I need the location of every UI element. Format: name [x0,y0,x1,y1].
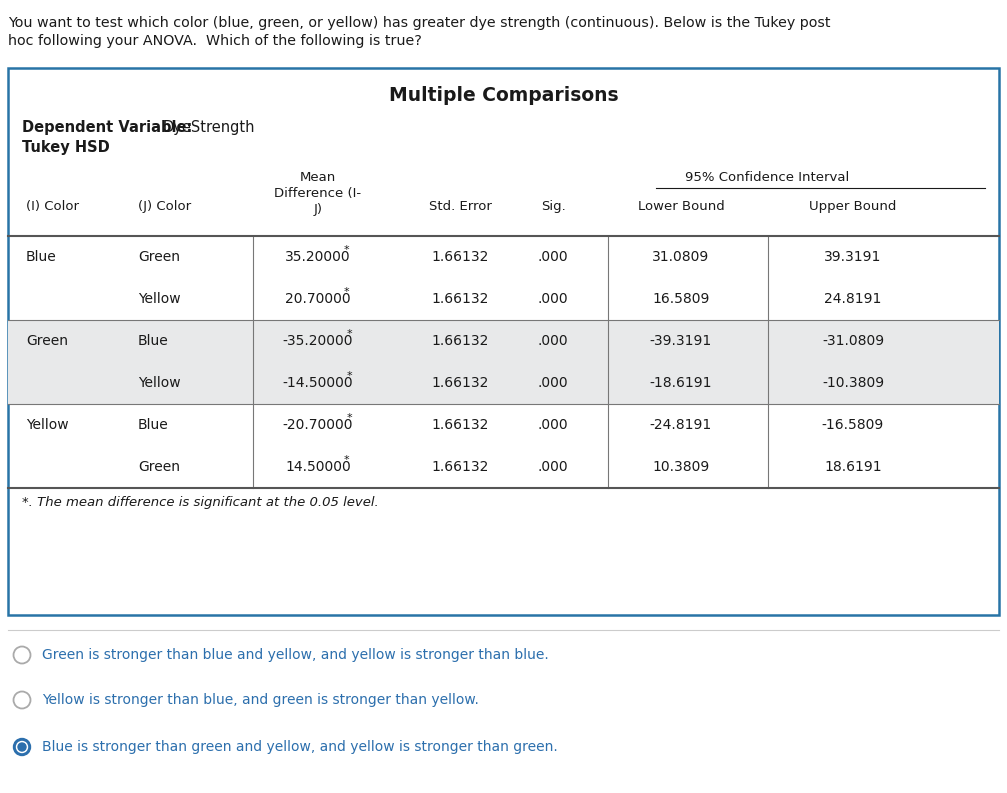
Text: -10.3809: -10.3809 [822,376,884,390]
Text: hoc following your ANOVA.  Which of the following is true?: hoc following your ANOVA. Which of the f… [8,34,422,48]
Text: Yellow: Yellow [138,376,180,390]
Text: Blue: Blue [138,334,169,348]
Text: Lower Bound: Lower Bound [637,200,724,213]
Text: -31.0809: -31.0809 [822,334,884,348]
Text: Yellow is stronger than blue, and green is stronger than yellow.: Yellow is stronger than blue, and green … [42,693,479,707]
Text: DyeStrength: DyeStrength [163,120,256,135]
Text: Green: Green [138,460,180,474]
Text: Green: Green [26,334,68,348]
Text: (I) Color: (I) Color [26,200,79,213]
Text: Yellow: Yellow [138,292,180,306]
Text: -39.3191: -39.3191 [650,334,712,348]
Text: 14.50000: 14.50000 [285,460,350,474]
Text: *: * [344,245,349,255]
Text: -35.20000: -35.20000 [283,334,353,348]
Text: 39.3191: 39.3191 [825,250,882,264]
Text: 35.20000: 35.20000 [285,250,350,264]
Text: *: * [344,455,349,465]
Circle shape [13,738,30,756]
Text: Tukey HSD: Tukey HSD [22,140,110,155]
Text: Mean
Difference (I-
J): Mean Difference (I- J) [275,171,362,216]
Text: *: * [344,287,349,297]
Text: 1.66132: 1.66132 [431,418,488,432]
Text: .000: .000 [538,376,568,390]
Bar [8,320,999,404]
Text: 1.66132: 1.66132 [431,250,488,264]
Text: -18.6191: -18.6191 [650,376,712,390]
Text: *. The mean difference is significant at the 0.05 level.: *. The mean difference is significant at… [22,496,379,509]
Text: Std. Error: Std. Error [429,200,491,213]
Text: You want to test which color (blue, green, or yellow) has greater dye strength (: You want to test which color (blue, gree… [8,16,831,30]
Text: 1.66132: 1.66132 [431,376,488,390]
Text: (J) Color: (J) Color [138,200,191,213]
Text: 1.66132: 1.66132 [431,292,488,306]
Bar [8,68,999,615]
Text: .000: .000 [538,334,568,348]
Text: Yellow: Yellow [26,418,68,432]
Text: Blue is stronger than green and yellow, and yellow is stronger than green.: Blue is stronger than green and yellow, … [42,740,558,754]
Text: *: * [346,413,352,423]
Text: *: * [346,371,352,381]
Text: Blue: Blue [26,250,56,264]
Text: Sig.: Sig. [541,200,565,213]
Text: -20.70000: -20.70000 [283,418,353,432]
Text: .000: .000 [538,418,568,432]
Text: -16.5809: -16.5809 [822,418,884,432]
Text: .000: .000 [538,250,568,264]
Text: -14.50000: -14.50000 [283,376,353,390]
Text: Blue: Blue [138,418,169,432]
Text: .000: .000 [538,460,568,474]
Text: Dependent Variable:: Dependent Variable: [22,120,192,135]
Text: Green is stronger than blue and yellow, and yellow is stronger than blue.: Green is stronger than blue and yellow, … [42,648,549,662]
Text: 1.66132: 1.66132 [431,460,488,474]
Circle shape [16,741,27,753]
Text: 16.5809: 16.5809 [653,292,710,306]
Text: 31.0809: 31.0809 [653,250,710,264]
Text: 18.6191: 18.6191 [824,460,882,474]
Circle shape [18,743,26,751]
Text: *: * [346,329,352,339]
Text: 95% Confidence Interval: 95% Confidence Interval [685,171,849,184]
Text: 10.3809: 10.3809 [653,460,710,474]
Text: 24.8191: 24.8191 [825,292,882,306]
Text: 1.66132: 1.66132 [431,334,488,348]
Text: Upper Bound: Upper Bound [810,200,896,213]
Text: Multiple Comparisons: Multiple Comparisons [389,86,618,105]
Text: 20.70000: 20.70000 [285,292,350,306]
Text: .000: .000 [538,292,568,306]
Text: Green: Green [138,250,180,264]
Text: -24.8191: -24.8191 [650,418,712,432]
